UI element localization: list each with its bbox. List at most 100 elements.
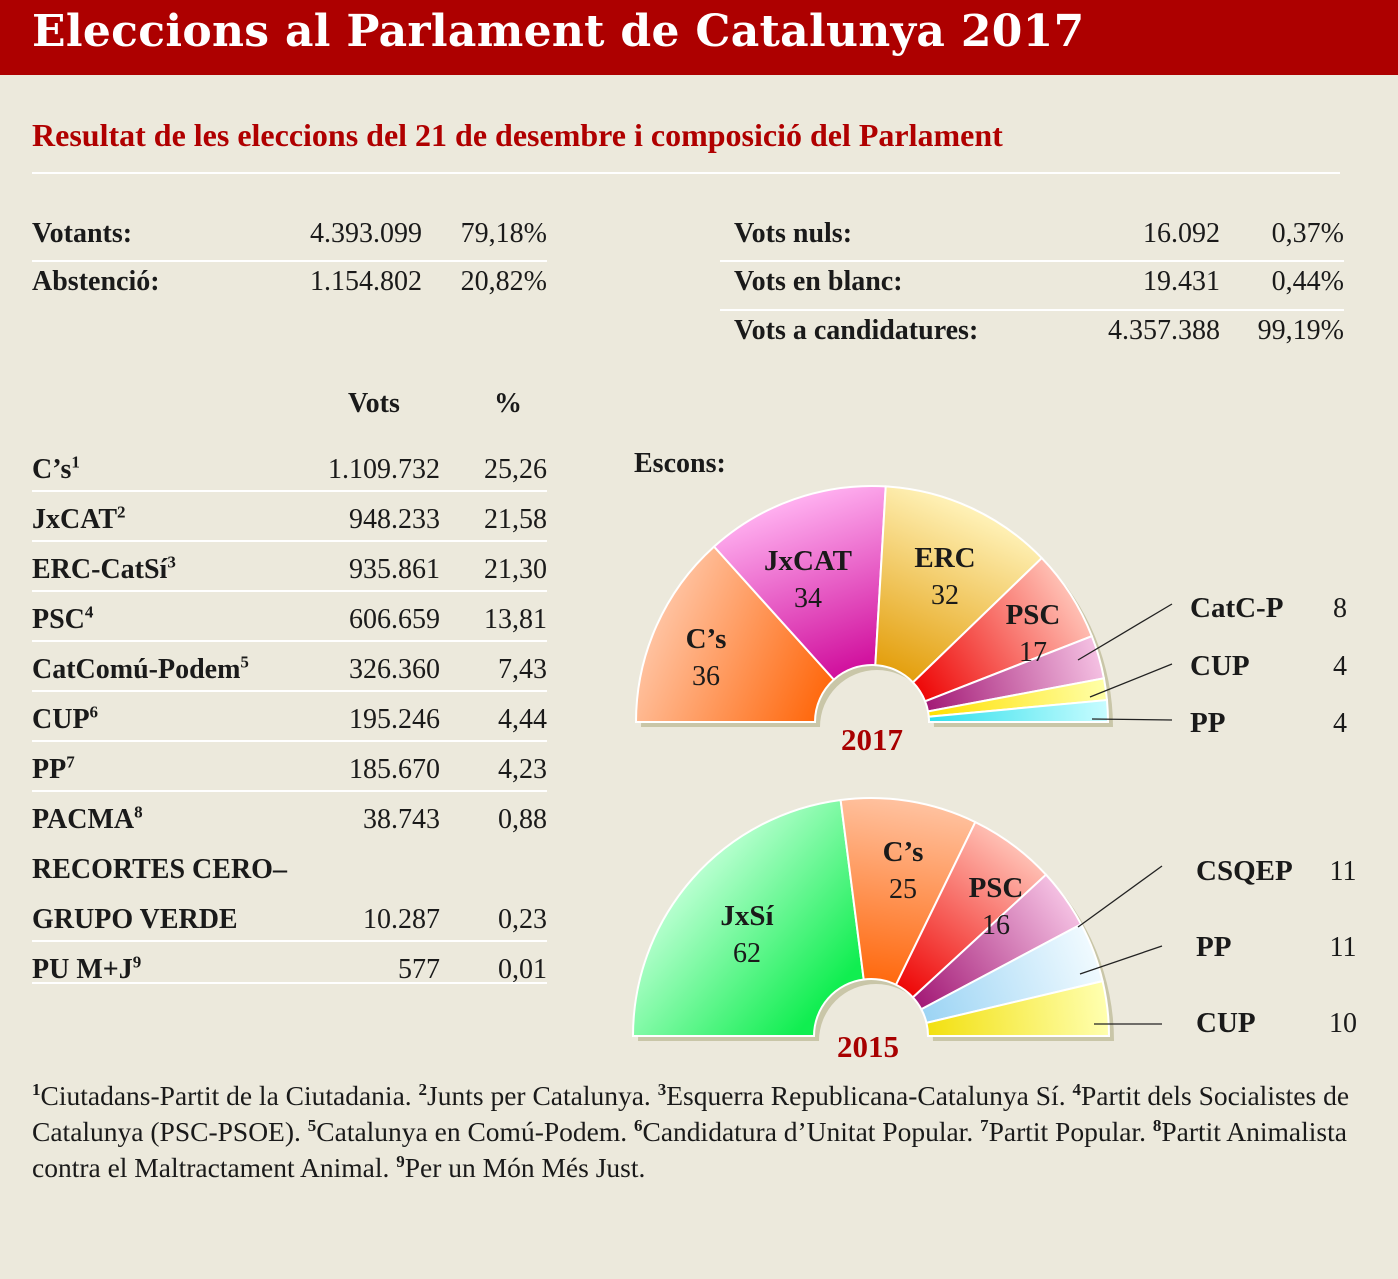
outside-label-value: 4 xyxy=(1333,708,1347,739)
results-header-votes: Vots xyxy=(348,388,400,419)
party-name: ERC-CatSí3 xyxy=(32,554,176,586)
footnote-text: Partit Animalista contra el Maltractamen… xyxy=(32,1116,1347,1183)
party-pct: 4,44 xyxy=(498,704,547,735)
leader-line xyxy=(1089,663,1173,698)
footnote-text: Ciutadans-Partit de la Ciutadania. xyxy=(40,1080,419,1111)
results-row: RECORTES CERO– xyxy=(32,848,547,896)
footnote-text: Catalunya en Comú-Podem. xyxy=(316,1116,634,1147)
party-note: 3 xyxy=(167,552,176,572)
page-subtitle: Resultat de les eleccions del 21 de dese… xyxy=(32,117,1003,153)
segment-value: 16 xyxy=(982,910,1010,941)
party-pct: 0,23 xyxy=(498,904,547,935)
party-label: JxCAT xyxy=(32,504,118,535)
footnote-text: Partit dels Socialistes de Catalunya (PS… xyxy=(32,1080,1350,1147)
results-divider xyxy=(32,490,547,492)
seat-segment-CSQEP xyxy=(911,873,1083,1011)
party-votes: 935.861 xyxy=(349,554,440,585)
party-votes: 577 xyxy=(398,954,440,985)
footnote-number: 4 xyxy=(1072,1079,1081,1099)
segment-value: 17 xyxy=(1019,637,1047,668)
summary-pct: 0,44% xyxy=(1271,266,1344,297)
summary-divider xyxy=(32,260,547,262)
results-divider xyxy=(32,940,547,942)
party-label: C’s xyxy=(32,454,72,485)
seat-segment-ERC xyxy=(874,485,1044,684)
party-pct: 25,26 xyxy=(484,454,547,485)
results-row: PSC4 606.659 13,81 xyxy=(32,598,547,646)
results-divider xyxy=(32,790,547,792)
footnote-text: Junts per Catalunya. xyxy=(427,1080,658,1111)
party-name: RECORTES CERO– xyxy=(32,854,287,885)
party-note: 5 xyxy=(240,652,249,672)
party-name: C’s1 xyxy=(32,454,80,486)
seats-label: Escons: xyxy=(634,448,726,479)
summary-value: 1.154.802 xyxy=(310,266,422,297)
summary-value: 4.357.388 xyxy=(1108,315,1220,346)
footnote-number: 2 xyxy=(418,1079,428,1099)
leader-line xyxy=(1079,945,1163,975)
outside-label-value: 11 xyxy=(1330,932,1357,963)
seat-segment-PSC xyxy=(911,556,1094,703)
summary-label: Abstenció: xyxy=(32,266,160,297)
summary-label: Votants: xyxy=(32,218,133,249)
segment-label: C’s xyxy=(883,836,924,868)
outside-label-name: PP xyxy=(1190,707,1225,739)
party-name-cont: GRUPO VERDE xyxy=(32,904,238,935)
party-votes: 185.670 xyxy=(349,754,440,785)
seat-segment-PP xyxy=(919,922,1104,1025)
outside-label-value: 11 xyxy=(1330,856,1357,887)
chart-year-title: 2017 xyxy=(841,722,903,757)
party-label: ERC-CatSí xyxy=(32,554,168,585)
party-pct: 0,01 xyxy=(498,954,547,985)
summary-divider xyxy=(720,309,1344,311)
footnote-text: Per un Món Més Just. xyxy=(404,1152,646,1183)
outside-label-value: 10 xyxy=(1329,1008,1357,1039)
seat-segment-C’s xyxy=(839,797,977,987)
results-divider xyxy=(32,982,547,984)
leader-line xyxy=(1077,865,1163,928)
outside-label-name: CUP xyxy=(1196,1007,1256,1039)
results-header-pct: % xyxy=(494,388,522,419)
summary-row-nuls: Vots nuls: 16.092 0,37% xyxy=(734,212,1344,260)
results-divider xyxy=(32,590,547,592)
party-votes: 1.109.732 xyxy=(328,454,440,485)
party-label: PACMA xyxy=(32,804,135,835)
seat-segment-C’s xyxy=(634,545,836,723)
summary-value: 16.092 xyxy=(1143,218,1220,249)
summary-label: Vots a candidatures: xyxy=(734,315,979,346)
results-divider xyxy=(32,540,547,542)
seat-segment-JxSí xyxy=(631,798,865,1037)
leader-line xyxy=(1077,603,1173,661)
segment-label: PSC xyxy=(1006,599,1061,631)
footnote-text: Partit Popular. xyxy=(988,1116,1153,1147)
footnotes: 1Ciutadans-Partit de la Ciutadania. 2Jun… xyxy=(32,1078,1372,1186)
footnote-text: Candidatura d’Unitat Popular. xyxy=(642,1116,981,1147)
party-note: 6 xyxy=(89,702,99,722)
results-row: JxCAT2 948.233 21,58 xyxy=(32,498,547,546)
results-row: C’s1 1.109.732 25,26 xyxy=(32,448,547,496)
party-name: PSC4 xyxy=(32,604,93,636)
outside-label-name: PP xyxy=(1196,931,1231,963)
party-note: 2 xyxy=(117,502,126,522)
seat-segment-CUP xyxy=(926,677,1109,718)
seat-segment-PSC xyxy=(894,820,1048,999)
results-row: PU M+J9 577 0,01 xyxy=(32,948,547,996)
outside-label-name: CatC-P xyxy=(1190,592,1283,624)
segment-value: 32 xyxy=(931,580,959,611)
footnote-number: 7 xyxy=(980,1115,989,1135)
summary-label: Vots en blanc: xyxy=(734,266,903,297)
summary-pct: 20,82% xyxy=(460,266,547,297)
summary-value: 19.431 xyxy=(1143,266,1220,297)
party-name: CUP6 xyxy=(32,704,98,736)
party-pct: 21,58 xyxy=(484,504,547,535)
summary-row-votants: Votants: 4.393.099 79,18% xyxy=(32,212,547,260)
segment-label: C’s xyxy=(686,623,727,655)
results-row: PP7 185.670 4,23 xyxy=(32,748,547,796)
seats-chart-2015: JxSí 62 C’s 25 PSC 16 2015 CSQEP 11 PP 11 CUP 10 xyxy=(631,797,1357,1064)
summary-pct: 79,18% xyxy=(460,218,547,249)
seats-chart-2017: C’s 36 JxCAT 34 ERC 32 PSC 17 2017 CatC-P 8 CUP 4 PP 4 xyxy=(634,485,1347,757)
segment-label: JxSí xyxy=(720,900,774,932)
summary-divider xyxy=(720,260,1344,262)
party-name: PP7 xyxy=(32,754,75,786)
party-note: 8 xyxy=(134,802,143,822)
